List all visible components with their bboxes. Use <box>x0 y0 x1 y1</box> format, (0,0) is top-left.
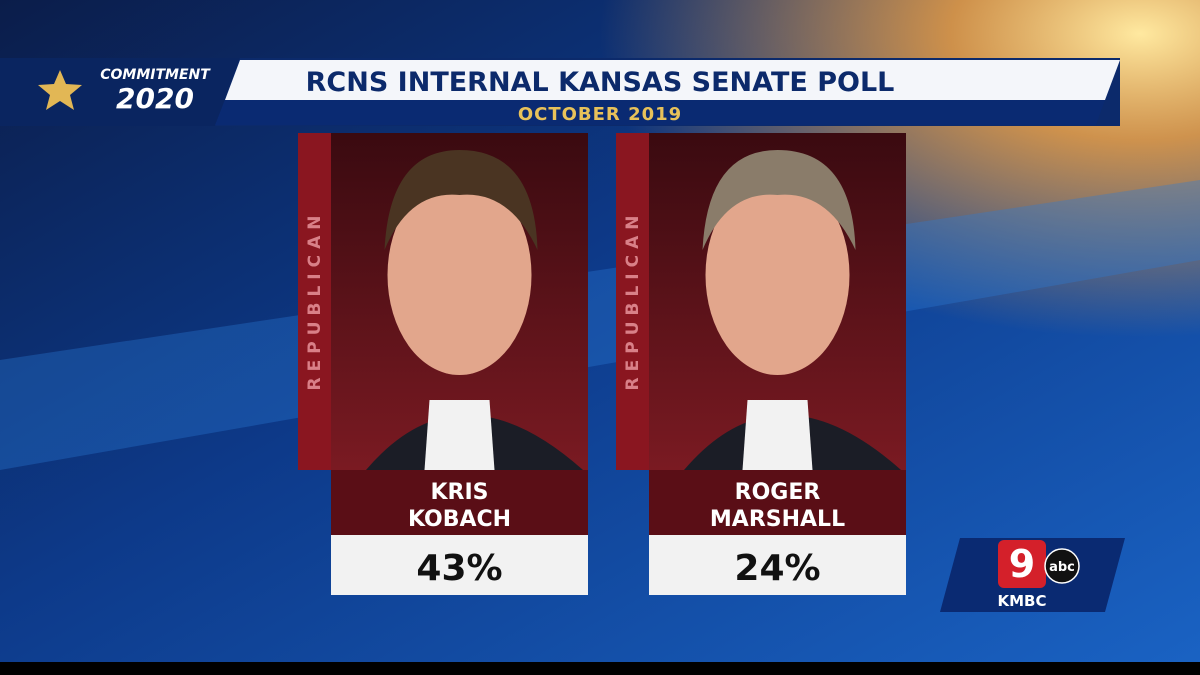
name-box <box>331 470 588 535</box>
first-name: ROGER <box>735 480 821 505</box>
station-name: KMBC <box>998 592 1047 610</box>
party-strip <box>616 133 649 470</box>
network-badge <box>1044 548 1080 584</box>
party-strip <box>298 133 331 470</box>
channel-number: 9 <box>1009 542 1035 586</box>
result-box <box>331 535 588 595</box>
result: 24% <box>734 548 820 589</box>
star-icon <box>38 70 82 110</box>
name-box <box>649 470 906 535</box>
title-bar <box>225 60 1120 100</box>
photo-hair <box>702 150 856 250</box>
title: RCNS INTERNAL KANSAS SENATE POLL <box>306 67 895 98</box>
photo-face <box>387 175 532 375</box>
photo-hair <box>384 150 538 250</box>
show-year: 2020 <box>116 82 194 115</box>
bottom-edge <box>0 662 1200 675</box>
result: 43% <box>416 548 502 589</box>
network-name: abc <box>1049 560 1075 575</box>
first-name: KRIS <box>430 480 488 505</box>
party-label: REPUBLICAN <box>305 210 325 391</box>
party-label: REPUBLICAN <box>623 210 643 391</box>
show-name: COMMITMENT <box>100 67 211 83</box>
last-name: MARSHALL <box>710 507 845 532</box>
subtitle: OCTOBER 2019 <box>518 104 682 125</box>
photo-collar <box>742 400 813 470</box>
photo-collar <box>424 400 495 470</box>
result-box <box>649 535 906 595</box>
subtitle-bar <box>215 100 1105 125</box>
photo-face <box>705 175 850 375</box>
channel-badge <box>998 540 1046 588</box>
last-name: KOBACH <box>408 507 511 532</box>
